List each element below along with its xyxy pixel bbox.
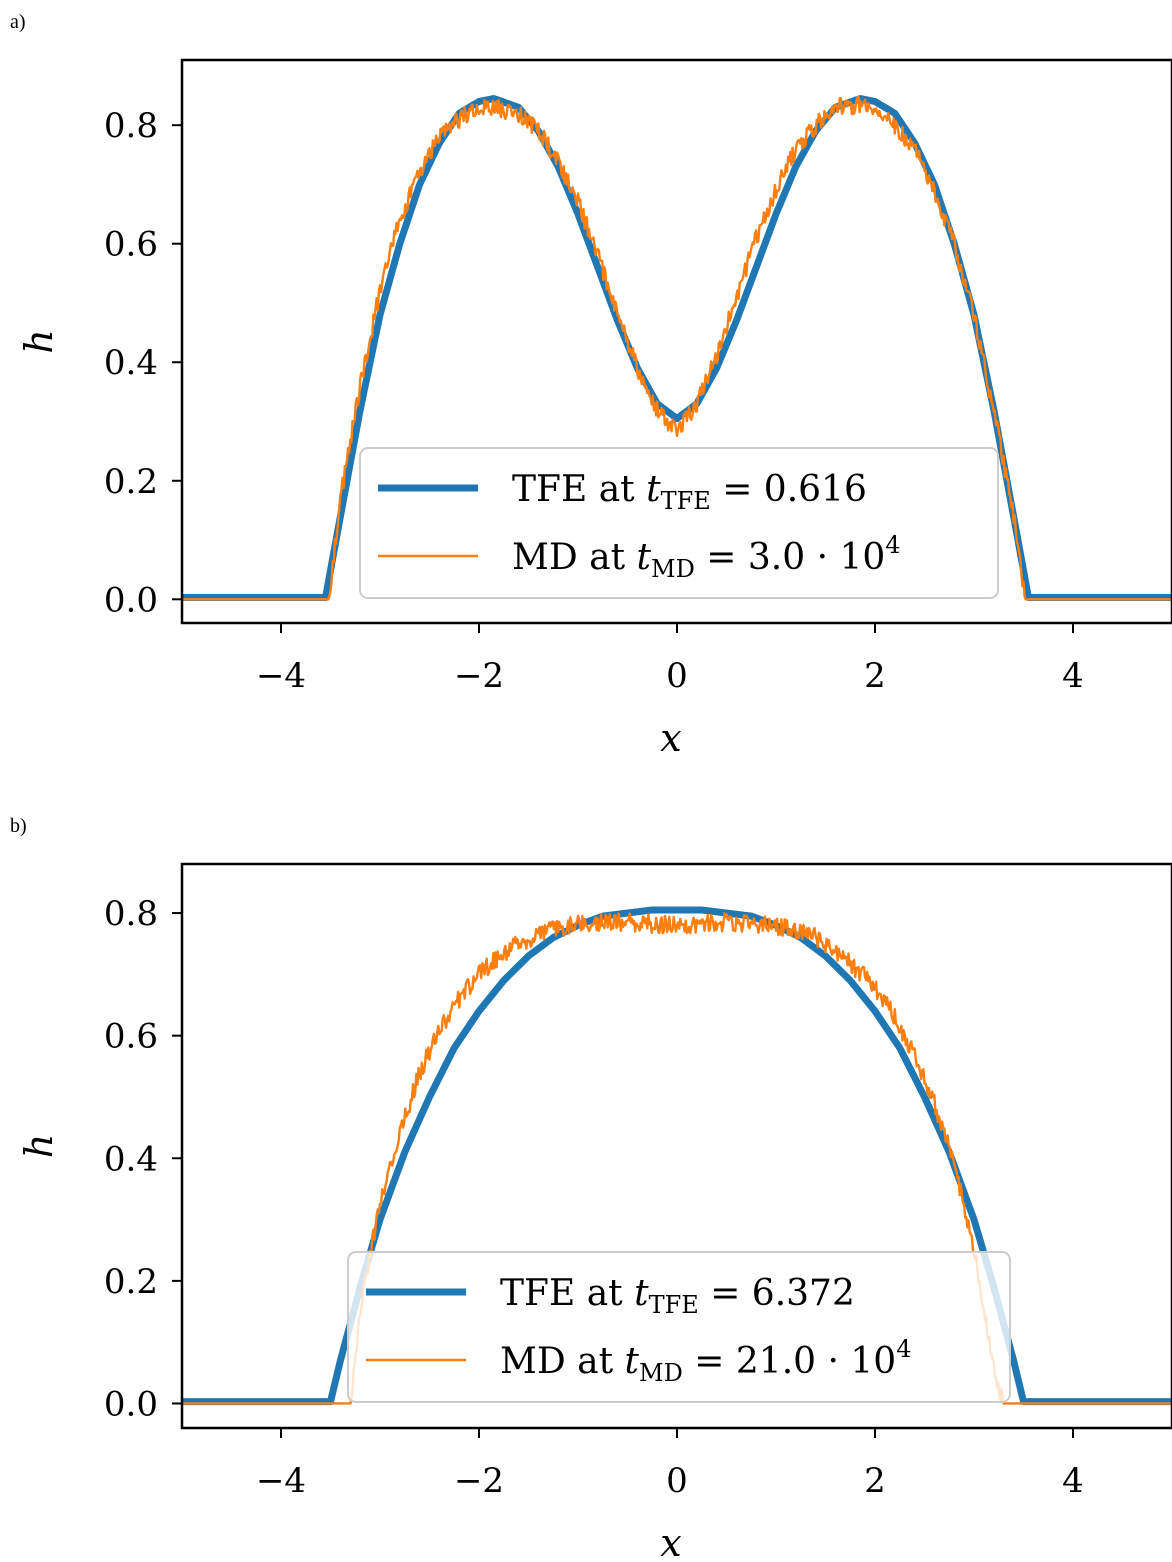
legend-box <box>359 447 999 599</box>
y-tick-label: 0.4 <box>104 343 158 383</box>
panel-label: b) <box>10 815 27 837</box>
panel-a: a) −4 −2 0 2 4 0.0 0.2 0.4 0.6 0.8 x h TFE at tTFE = … <box>10 11 1172 760</box>
x-tick-label: 2 <box>864 656 886 696</box>
x-tick-label: −4 <box>256 1461 306 1501</box>
panel-b: b) −4 −2 0 2 4 0.0 0.2 0.4 0.6 0.8 x h TFE at tTFE = … <box>10 815 1172 1562</box>
series-line-md <box>182 95 1172 601</box>
x-axis-label: x <box>660 716 681 760</box>
y-tick-label: 0.8 <box>104 106 158 146</box>
legend-entry-tfe: TFE at tTFE = 0.616 <box>512 469 867 515</box>
x-tick-label: 4 <box>1062 1461 1084 1501</box>
y-tick-label: 0.0 <box>104 580 158 620</box>
x-tick-label: −4 <box>256 656 306 696</box>
y-tick-label: 0.4 <box>104 1139 158 1179</box>
y-tick-label: 0.2 <box>104 462 158 502</box>
x-tick-label: 0 <box>666 656 688 696</box>
x-tick-label: 0 <box>666 1461 688 1501</box>
y-tick-label: 0.6 <box>104 1017 158 1057</box>
legend-box <box>347 1251 1011 1403</box>
legend: TFE at tTFE = 6.372 MD at tMD = 21.0 · 10… <box>347 1251 1011 1403</box>
y-tick-label: 0.0 <box>104 1384 158 1424</box>
series-line-md <box>182 912 1172 1405</box>
legend: TFE at tTFE = 0.616 MD at tMD = 3.0 · 104 <box>359 447 999 599</box>
x-tick-label: 2 <box>864 1461 886 1501</box>
legend-entry-tfe: TFE at tTFE = 6.372 <box>500 1273 855 1319</box>
legend-entry-md: MD at tMD = 21.0 · 104 <box>500 1335 911 1387</box>
x-axis-label: x <box>660 1521 681 1562</box>
x-tick-label: −2 <box>454 656 504 696</box>
y-axis-label: h <box>17 329 61 353</box>
legend-entry-md: MD at tMD = 3.0 · 104 <box>512 531 901 583</box>
y-tick-label: 0.8 <box>104 894 158 934</box>
y-axis-label: h <box>17 1134 61 1158</box>
x-tick-label: 4 <box>1062 656 1084 696</box>
y-tick-label: 0.6 <box>104 225 158 265</box>
panel-label: a) <box>10 11 26 33</box>
x-tick-label: −2 <box>454 1461 504 1501</box>
y-tick-label: 0.2 <box>104 1262 158 1302</box>
